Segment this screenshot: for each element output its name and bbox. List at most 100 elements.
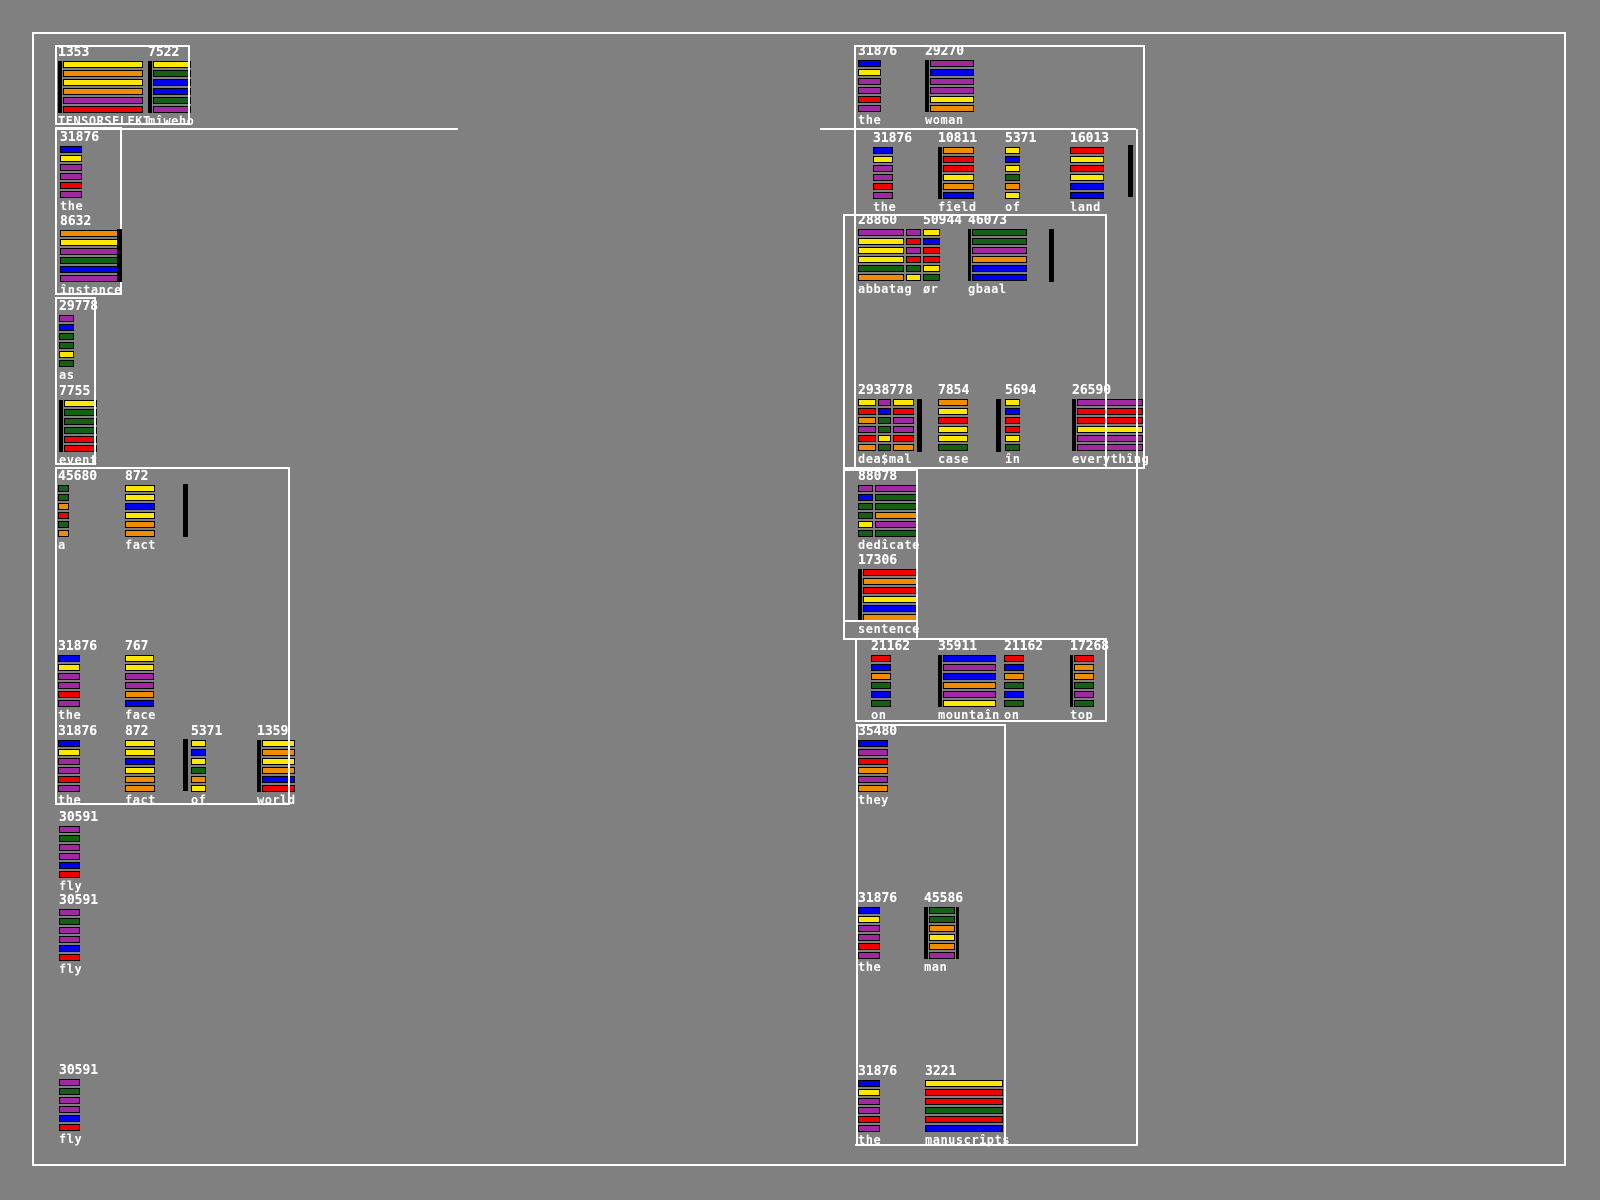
- glyph-bar-segment: [938, 435, 968, 442]
- glyph-bar-row: [58, 776, 80, 783]
- glyph-bar-segment: [64, 418, 97, 425]
- glyph-bar-row: [125, 691, 154, 698]
- glyph-bar-row: [58, 767, 80, 774]
- glyph-bar-segment: [59, 1115, 80, 1122]
- glyph-bar-row: [873, 174, 893, 181]
- glyph-bar-segment: [1005, 174, 1020, 181]
- glyph-bar-segment: [943, 183, 974, 190]
- glyph-bar-row: [972, 238, 1027, 245]
- glyph-bar-row: [125, 503, 155, 510]
- glyph-bar-segment: [906, 256, 921, 263]
- glyph-bar-segment: [929, 916, 955, 923]
- glyph-bar-row: [858, 512, 917, 519]
- glyph-bars: [59, 315, 74, 369]
- glyph-bar-row: [1004, 673, 1024, 680]
- glyph-bar-segment: [858, 229, 904, 236]
- glyph-bar-segment: [871, 673, 891, 680]
- glyph-bar-row: [858, 1089, 880, 1096]
- glyph-bar-segment: [943, 682, 996, 689]
- glyph-bar-row: [858, 776, 888, 783]
- glyph-bar-segment: [858, 1080, 880, 1087]
- glyph-bar-row: [925, 1116, 1003, 1123]
- glyph-bar-row: [863, 596, 918, 603]
- glyph-bars: [58, 740, 80, 794]
- glyph-bar-segment: [59, 844, 80, 851]
- glyph-bar-row: [59, 835, 80, 842]
- glyph-bar-row: [1077, 399, 1143, 406]
- glyph-bar-row: [59, 909, 80, 916]
- glyph-bar-row: [858, 758, 888, 765]
- glyph-bar-row: [59, 1124, 80, 1131]
- glyph-bar-row: [60, 230, 118, 237]
- glyph-bar-row: [938, 426, 968, 433]
- glyph-bar-segment: [60, 266, 118, 273]
- glyph-bar-row: [925, 1089, 1003, 1096]
- glyph-bar-row: [858, 444, 914, 451]
- glyph-bar-row: [871, 700, 891, 707]
- glyph-bar-segment: [1074, 691, 1094, 698]
- glyph-bar-row: [125, 758, 155, 765]
- glyph-bars: [148, 61, 191, 115]
- glyph-bar-segment: [1077, 444, 1143, 451]
- glyph-word: everythîng: [1072, 452, 1150, 466]
- glyph-bar-segment: [858, 767, 888, 774]
- glyph-bar-segment: [1005, 435, 1020, 442]
- glyph-bar-segment: [125, 785, 155, 792]
- vline-right-long: [1136, 129, 1138, 1146]
- glyph-bar-row: [63, 70, 143, 77]
- glyph-bar-segment: [125, 512, 155, 519]
- glyph-bar-segment: [906, 229, 921, 236]
- glyph-bar-row: [943, 147, 974, 154]
- glyph-bars: [1005, 147, 1020, 201]
- glyph-bar-row: [1074, 682, 1094, 689]
- glyph-bar-row: [858, 494, 917, 501]
- glyph-bar-segment: [63, 106, 143, 113]
- glyph-bar-segment: [125, 503, 155, 510]
- glyph-word: mountaîn: [938, 708, 1000, 722]
- glyph-bar-segment: [930, 78, 974, 85]
- glyph-bar-row: [125, 655, 154, 662]
- glyph-bars: [125, 740, 155, 794]
- glyph-bar-row: [972, 247, 1027, 254]
- glyph-bar-segment: [1070, 147, 1104, 154]
- glyph-count: 31876: [858, 44, 898, 59]
- glyph-bar-row: [873, 156, 893, 163]
- glyph-word: the: [858, 113, 882, 127]
- glyph-word: abbatag: [858, 282, 913, 296]
- glyph-bar-segment: [1074, 700, 1094, 707]
- glyph-bars: [871, 655, 891, 709]
- glyph-bar-row: [873, 147, 893, 154]
- glyph-bar-row: [1005, 183, 1020, 190]
- glyph-bar-row: [60, 248, 118, 255]
- glyph-bar-segment: [929, 943, 955, 950]
- glyph-bar-row: [873, 183, 893, 190]
- glyph-bars: [968, 229, 1027, 283]
- glyph-count: 31876: [58, 639, 98, 654]
- glyph-bars: [1005, 399, 1020, 453]
- glyph-bar-row: [1005, 147, 1020, 154]
- glyph-bar-row: [930, 78, 974, 85]
- glyph-bar-row: [60, 257, 118, 264]
- glyph-bar-segment: [930, 60, 974, 67]
- glyph-bar-segment: [125, 776, 155, 783]
- glyph-bar-segment: [930, 96, 974, 103]
- glyph-bars: [873, 147, 893, 201]
- glyph-bar-row: [858, 435, 914, 442]
- glyph-bar-row: [858, 925, 880, 932]
- glyph-bar-segment: [858, 426, 876, 433]
- glyph-count: 50944: [923, 213, 963, 228]
- glyph-bar-row: [1005, 417, 1020, 424]
- glyph-bar-row: [923, 229, 940, 236]
- glyph-bar-segment: [59, 954, 80, 961]
- glyph-count: 767: [125, 639, 149, 654]
- glyph-bar-segment: [972, 256, 1027, 263]
- glyph-bar-segment: [1005, 408, 1020, 415]
- glyph-bar-segment: [875, 530, 917, 537]
- glyph-count: 17268: [1070, 639, 1110, 654]
- glyph-bar-segment: [59, 927, 80, 934]
- glyph-bar-segment: [943, 664, 996, 671]
- glyph-bar-row: [63, 61, 143, 68]
- glyph-bar-segment: [925, 1116, 1003, 1123]
- glyph-bar-segment: [153, 79, 191, 86]
- glyph-bar-row: [1074, 664, 1094, 671]
